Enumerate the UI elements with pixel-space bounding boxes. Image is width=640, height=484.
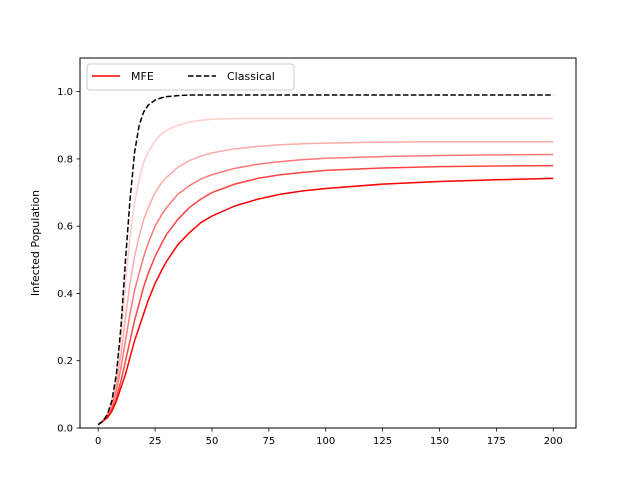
x-tick-label: 200 [544,436,563,447]
series-line-mfe-2 [97,141,554,426]
x-tick-label: 0 [95,436,101,447]
y-tick-label: 0.0 [57,424,73,435]
series-line-mfe-3 [97,153,554,426]
y-tick-label: 1.0 [57,87,73,98]
y-tick-label: 0.8 [57,154,73,165]
plot-frame [79,57,577,429]
legend-label-mfe: MFE [131,70,154,83]
legend-label-classical: Classical [227,70,275,83]
x-axis: 0 25 50 75 100 125 150 175 200 [95,428,563,447]
legend: MFE Classical [86,63,295,91]
y-tick-label: 0.4 [57,289,73,300]
y-tick-label: 0.2 [57,356,73,367]
y-tick-label: 0.6 [57,222,73,233]
legend-box [86,63,295,91]
x-tick-label: 150 [430,436,449,447]
x-tick-label: 100 [316,436,335,447]
x-tick-label: 125 [373,436,392,447]
series-line-mfe-4 [97,164,554,426]
y-axis-label: Infected Population [29,190,42,296]
series-layer [97,94,554,426]
x-tick-label: 175 [487,436,506,447]
x-tick-label: 50 [206,436,219,447]
y-axis: 0.0 0.2 0.4 0.6 0.8 1.0 [57,87,80,435]
series-line-mfe-5 [97,177,554,426]
x-tick-label: 75 [262,436,275,447]
x-tick-label: 25 [149,436,162,447]
